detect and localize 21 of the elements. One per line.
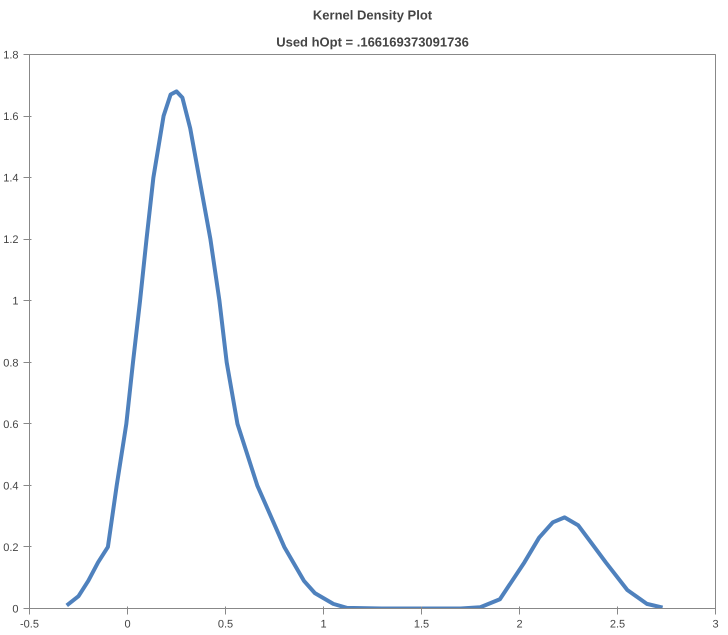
x-tick-label: -0.5 xyxy=(20,618,39,630)
y-tick-label: 1.2 xyxy=(3,234,19,246)
y-tick-label: 0.6 xyxy=(3,418,19,431)
x-tick-label: 2 xyxy=(516,618,523,630)
y-tick-label: 1.6 xyxy=(3,111,19,124)
y-tick-label: 0.4 xyxy=(3,480,19,492)
x-tick-label: 0 xyxy=(124,618,131,630)
chart-subtitle: Used hOpt = .166169373091736 xyxy=(276,34,469,50)
y-tick-label: 0.8 xyxy=(3,357,19,370)
y-tick-label: 0 xyxy=(12,604,19,616)
chart-title: Kernel Density Plot xyxy=(312,8,433,22)
line-series xyxy=(64,89,665,608)
y-tick-label: 0.2 xyxy=(3,542,19,554)
y-tick-label: 1 xyxy=(12,296,19,308)
y-tick-label: 1.4 xyxy=(3,172,19,185)
x-tick-label: 2.5 xyxy=(610,618,626,630)
x-tick-label: 0.5 xyxy=(218,618,234,630)
x-tick-label: 1.5 xyxy=(414,618,430,630)
y-tick-label: 1.8 xyxy=(3,50,19,62)
x-tick-label: 1 xyxy=(320,618,327,630)
x-tick-label: 3 xyxy=(712,618,719,630)
